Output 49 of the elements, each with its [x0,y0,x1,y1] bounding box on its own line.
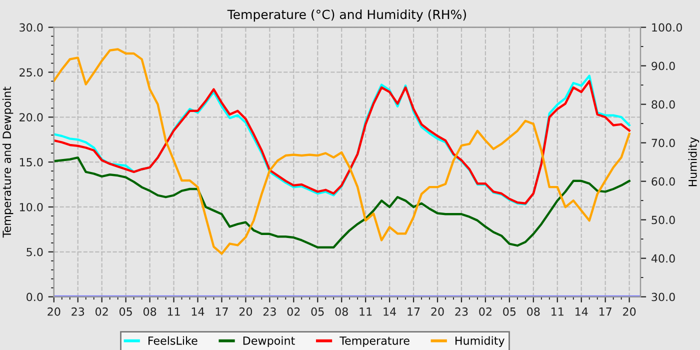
x-tick-label: 23 [263,307,276,316]
x-tick-label: 14 [384,308,396,316]
y2-tick-label: 40.0 [651,254,675,263]
legend-label: Dewpoint [243,336,295,347]
y2-tick-label: 90.0 [652,62,675,70]
y2-axis-title: Humidity [688,137,700,186]
x-tick-label: 08 [335,307,348,316]
chart-title: Temperature (°C) and Humidity (RH%) [227,9,466,22]
x-tick-label: 17 [599,308,612,316]
legend-label: Temperature [340,336,410,347]
x-tick-label: 05 [503,307,516,316]
y2-tick-label: 80.0 [652,100,675,109]
y2-tick-label: 60.0 [652,177,675,186]
x-tick-label: 05 [311,307,324,316]
x-tick-label: 17 [408,308,420,316]
y-tick-label: 20.0 [20,113,43,122]
x-tick-label: 20 [239,307,252,316]
x-tick-label: 14 [192,308,204,316]
y2-tick-label: 50.0 [652,216,675,224]
legend-label: FeelsLike [148,336,198,345]
x-tick-label: 11 [360,308,372,316]
y2-tick-label: 30.0 [652,292,675,302]
y2-tick-label: 100.0 [652,23,682,32]
x-tick-label: 08 [143,307,156,316]
y-tick-label: 0.0 [26,292,43,302]
y-tick-label: 30.0 [20,23,43,32]
x-tick-label: 23 [455,307,468,316]
x-tick-label: 20 [48,307,60,316]
x-tick-label: 02 [96,307,108,316]
y-axis-title: Temperature and Dewpoint [2,86,14,238]
x-tick-label: 08 [527,307,540,316]
x-tick-label: 17 [216,308,228,316]
x-tick-label: 02 [287,307,300,316]
x-tick-label: 05 [119,307,132,316]
x-tick-label: 20 [623,307,636,316]
line-series [54,156,630,248]
y-tick-label: 10.0 [20,202,43,212]
x-tick-label: 11 [552,308,564,316]
x-tick-label: 14 [576,308,588,316]
y-tick-label: 5.0 [26,248,43,256]
legend-label: Humidity [456,336,504,347]
line-series [54,48,630,255]
x-tick-label: 20 [431,307,444,316]
x-tick-label: 11 [168,308,180,316]
y2-tick-label: 70.0 [652,138,675,148]
x-tick-label: 02 [479,307,492,316]
x-tick-label: 23 [72,307,84,316]
y-tick-label: 25.0 [20,68,43,77]
y-tick-label: 15.0 [20,158,43,166]
